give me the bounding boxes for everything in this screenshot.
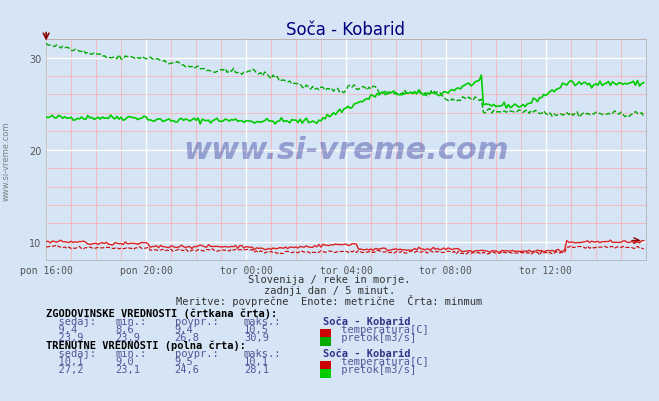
Text: 10,1: 10,1 — [46, 356, 84, 366]
Text: 9,0: 9,0 — [115, 356, 134, 366]
Text: 10,1: 10,1 — [244, 356, 269, 366]
Text: 28,1: 28,1 — [244, 364, 269, 374]
Text: 9,5: 9,5 — [175, 356, 193, 366]
Text: ZGODOVINSKE VREDNOSTI (črtkana črta):: ZGODOVINSKE VREDNOSTI (črtkana črta): — [46, 308, 277, 318]
Text: www.si-vreme.com: www.si-vreme.com — [183, 136, 509, 165]
Text: pretok[m3/s]: pretok[m3/s] — [335, 364, 416, 374]
Text: temperatura[C]: temperatura[C] — [335, 356, 428, 366]
Text: pretok[m3/s]: pretok[m3/s] — [335, 332, 416, 342]
Text: povpr.:: povpr.: — [175, 316, 218, 326]
Text: 9,4: 9,4 — [175, 324, 193, 334]
Text: zadnji dan / 5 minut.: zadnji dan / 5 minut. — [264, 286, 395, 296]
Text: sedaj:: sedaj: — [46, 316, 96, 326]
Text: 26,8: 26,8 — [175, 332, 200, 342]
Text: sedaj:: sedaj: — [46, 348, 96, 358]
Text: min.:: min.: — [115, 316, 146, 326]
Text: 23,1: 23,1 — [115, 364, 140, 374]
Text: temperatura[C]: temperatura[C] — [335, 324, 428, 334]
Text: 27,2: 27,2 — [46, 364, 84, 374]
Title: Soča - Kobarid: Soča - Kobarid — [287, 20, 405, 38]
Text: 8,6: 8,6 — [115, 324, 134, 334]
Text: 10,5: 10,5 — [244, 324, 269, 334]
Text: Soča - Kobarid: Soča - Kobarid — [323, 348, 411, 358]
Text: 23,9: 23,9 — [115, 332, 140, 342]
Text: Slovenija / reke in morje.: Slovenija / reke in morje. — [248, 275, 411, 285]
Text: min.:: min.: — [115, 348, 146, 358]
Text: www.si-vreme.com: www.si-vreme.com — [2, 121, 11, 200]
Text: 24,6: 24,6 — [175, 364, 200, 374]
Text: 30,9: 30,9 — [244, 332, 269, 342]
Text: maks.:: maks.: — [244, 348, 281, 358]
Text: 9,4: 9,4 — [46, 324, 77, 334]
Text: 23,9: 23,9 — [46, 332, 84, 342]
Text: maks.:: maks.: — [244, 316, 281, 326]
Text: Meritve: povprečne  Enote: metrične  Črta: minmum: Meritve: povprečne Enote: metrične Črta:… — [177, 294, 482, 306]
Text: Soča - Kobarid: Soča - Kobarid — [323, 316, 411, 326]
Text: povpr.:: povpr.: — [175, 348, 218, 358]
Text: TRENUTNE VREDNOSTI (polna črta):: TRENUTNE VREDNOSTI (polna črta): — [46, 340, 246, 350]
